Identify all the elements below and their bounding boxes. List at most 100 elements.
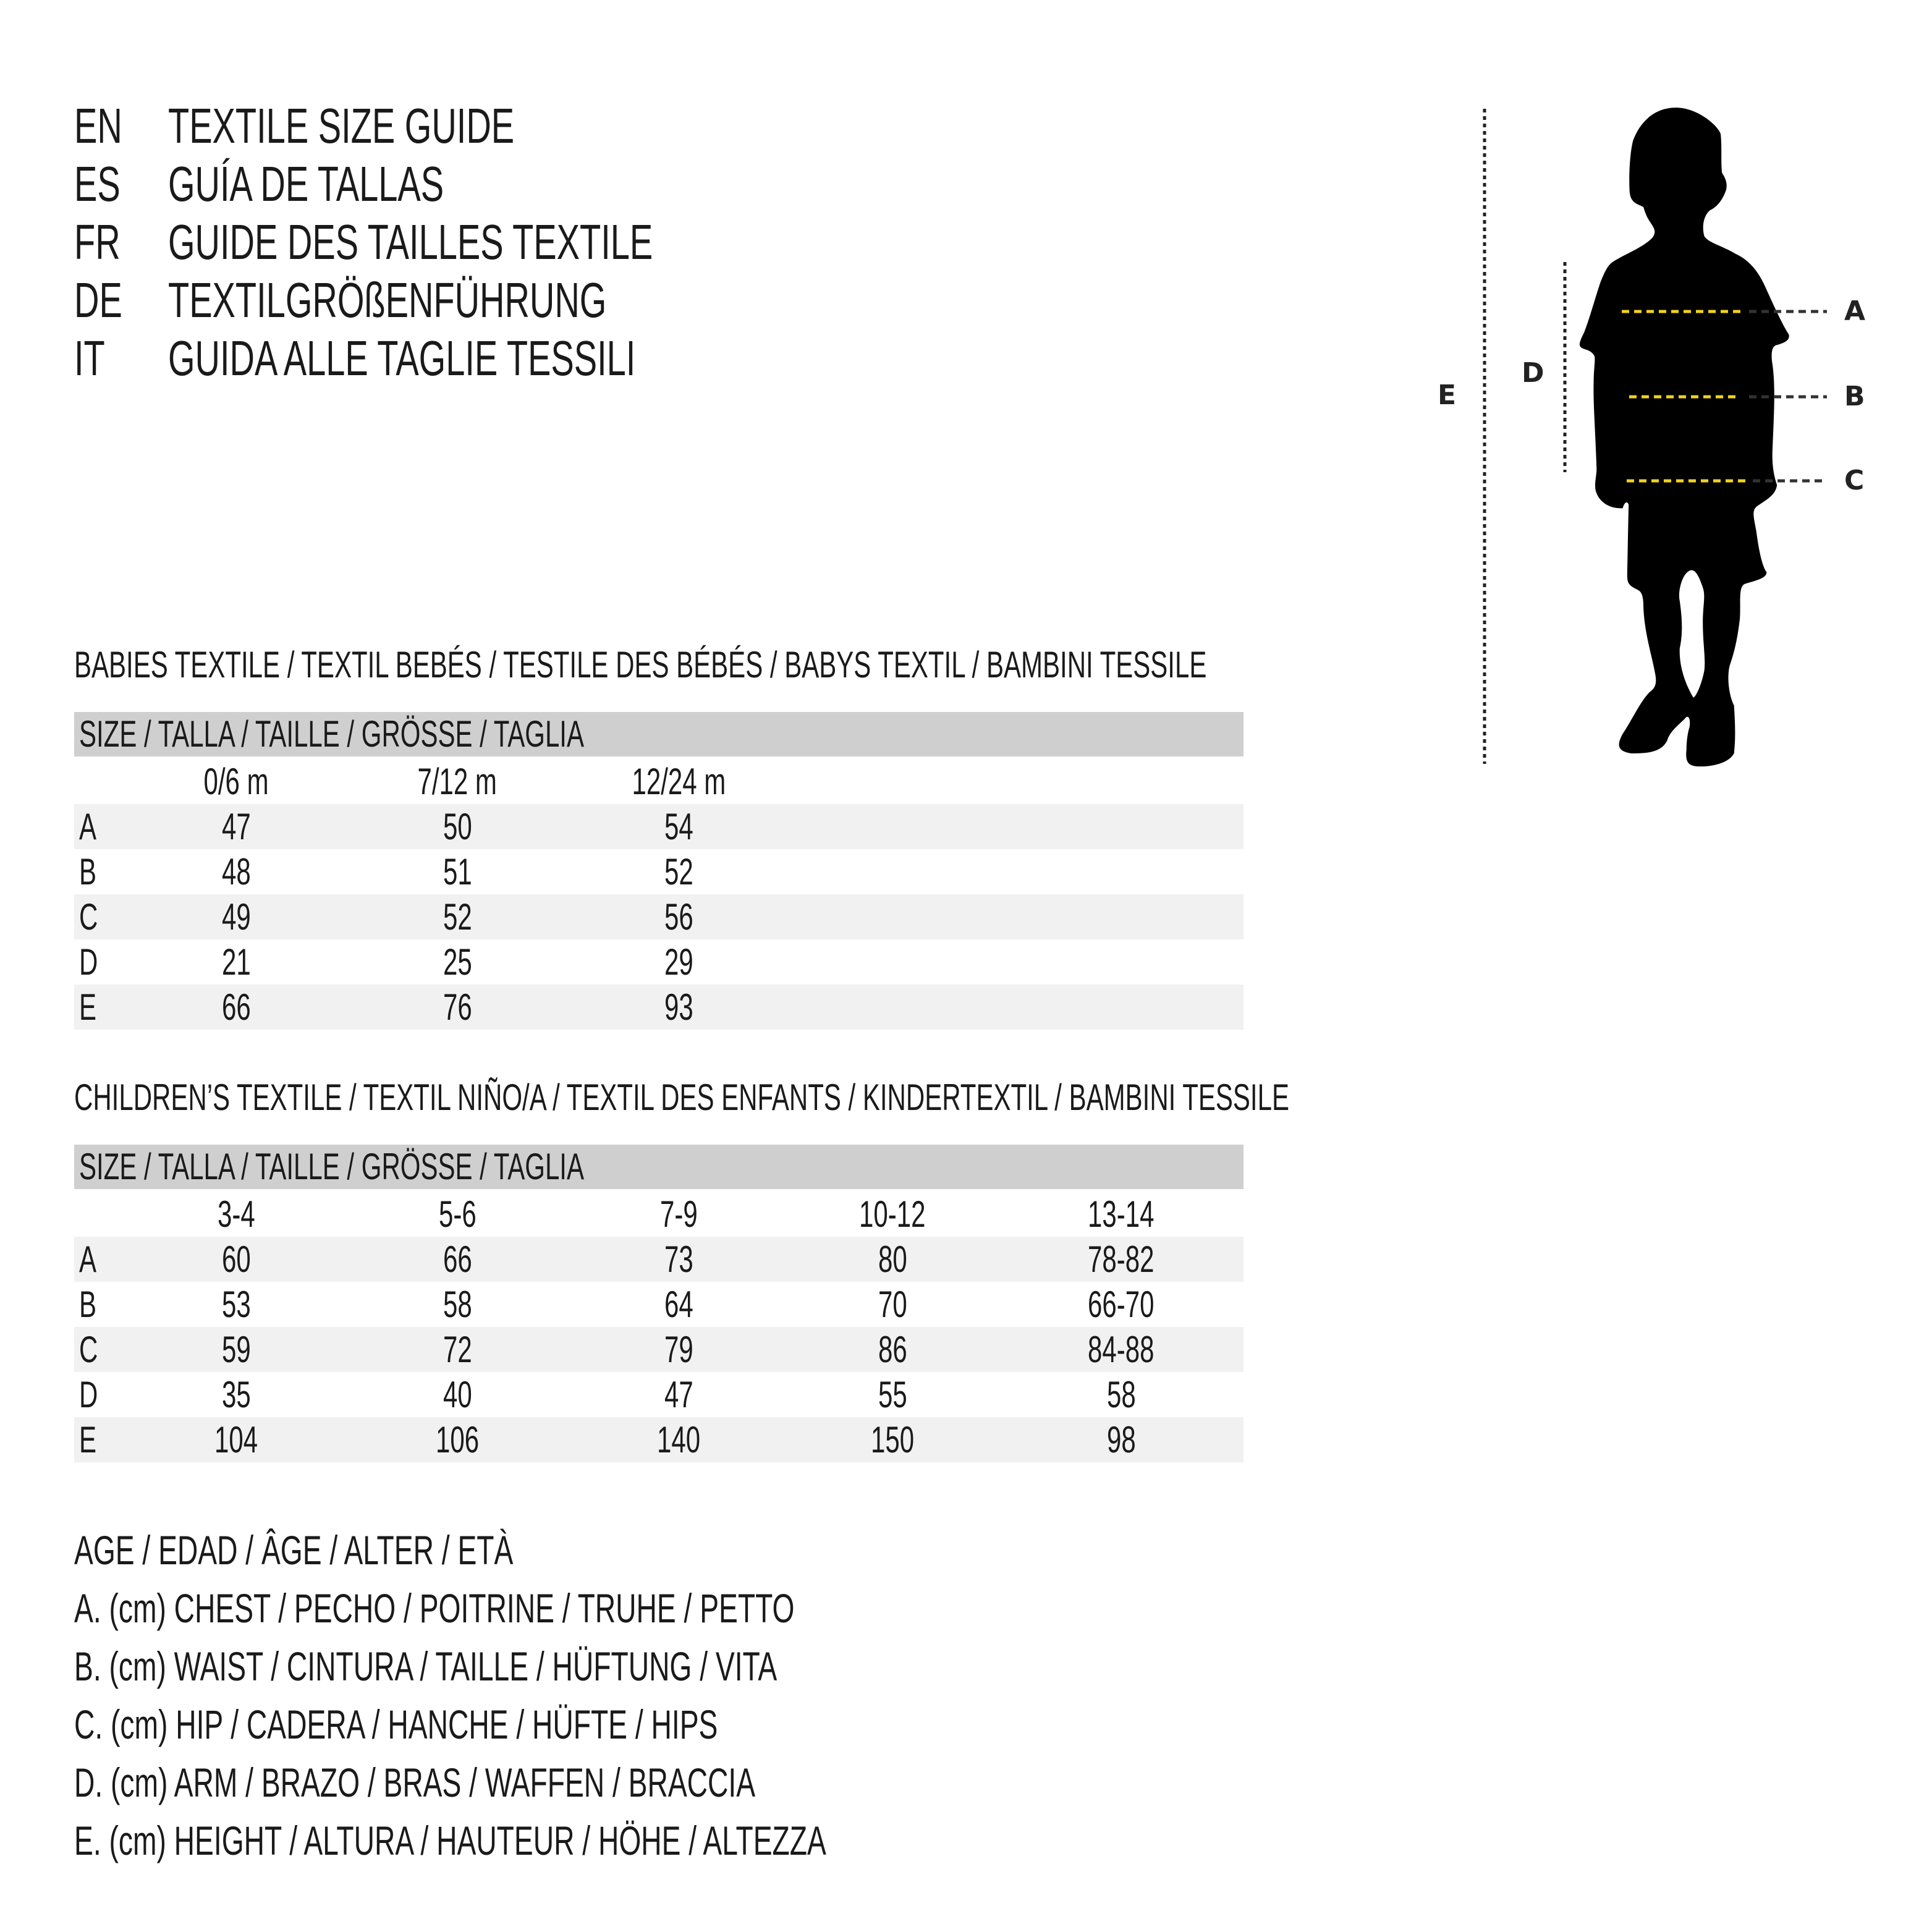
table-cell: 51 <box>365 849 550 894</box>
table-cell-text: 54 <box>664 806 693 847</box>
language-code-text: EN <box>74 98 122 153</box>
table-cell: 98 <box>1028 1417 1214 1462</box>
table-row: C 59 72 79 86 84-88 <box>74 1327 1244 1372</box>
table-cell-text: 78-82 <box>1088 1239 1155 1280</box>
table-cell-text: 66 <box>221 986 251 1028</box>
table-cell: 72 <box>365 1327 550 1372</box>
table-cell-text: 48 <box>221 851 251 892</box>
babies-size-header-bar: SIZE / TALLA / TAILLE / GRÖSSE / TAGLIA <box>74 712 1244 756</box>
table-cell-text: 35 <box>221 1374 251 1415</box>
table-cell-text: 72 <box>443 1329 472 1370</box>
table-cell-text: 47 <box>664 1374 693 1415</box>
table-cell-text: 56 <box>664 896 693 938</box>
table-cell: 55 <box>800 1372 985 1417</box>
table-cell: 49 <box>143 894 329 939</box>
table-cell-text: 25 <box>443 941 472 983</box>
legend-item-text: B. (cm) WAIST / CINTURA / TAILLE / HÜFTU… <box>74 1643 777 1689</box>
table-cell: 59 <box>143 1327 329 1372</box>
row-label-text: B <box>79 851 97 892</box>
table-cell-text: 106 <box>435 1419 480 1460</box>
table-cell-text: 58 <box>1106 1374 1136 1415</box>
table-cell: 58 <box>1028 1372 1214 1417</box>
table-cell-text: 40 <box>443 1374 472 1415</box>
row-label: B <box>79 849 104 894</box>
guide-title: GUIDA ALLE TAGLIE TESSILI <box>168 329 836 388</box>
language-code: IT <box>74 329 118 388</box>
row-label-text: E <box>79 1419 97 1460</box>
row-label: C <box>79 1327 106 1372</box>
table-cell: 140 <box>586 1417 771 1462</box>
children-size-header-bar: SIZE / TALLA / TAILLE / GRÖSSE / TAGLIA <box>74 1145 1244 1189</box>
figure-label-b: B <box>1844 381 1865 412</box>
column-header: 7/12 m <box>365 759 550 804</box>
table-cell-text: 58 <box>443 1284 472 1325</box>
legend-item-text: D. (cm) ARM / BRAZO / BRAS / WAFFEN / BR… <box>74 1760 756 1805</box>
language-code: DE <box>74 271 143 329</box>
table-cell: 58 <box>365 1282 550 1327</box>
legend-item: E. (cm) HEIGHT / ALTURA / HAUTEUR / HÖHE… <box>74 1816 1148 1865</box>
children-size-label: SIZE / TALLA / TAILLE / GRÖSSE / TAGLIA <box>79 1146 584 1187</box>
table-cell-text: 66 <box>443 1239 472 1280</box>
child-silhouette-icon <box>1579 108 1789 767</box>
table-cell-text: 84-88 <box>1088 1329 1155 1370</box>
row-label-text: C <box>79 896 98 938</box>
legend-item-text: A. (cm) CHEST / PECHO / POITRINE / TRUHE… <box>74 1585 795 1631</box>
table-cell: 47 <box>143 804 329 849</box>
legend-item-text: C. (cm) HIP / CADERA / HANCHE / HÜFTE / … <box>74 1701 718 1747</box>
table-cell-text: 49 <box>221 896 251 938</box>
guide-title: TEXTILE SIZE GUIDE <box>168 97 663 155</box>
table-cell: 25 <box>365 939 550 985</box>
table-row: E 104 106 140 150 98 <box>74 1417 1244 1462</box>
guide-title-text: GUIDA ALLE TAGLIE TESSILI <box>168 331 636 386</box>
table-cell: 78-82 <box>1028 1237 1214 1282</box>
table-cell: 79 <box>586 1327 771 1372</box>
table-cell: 60 <box>143 1237 329 1282</box>
figure-label-a: A <box>1844 295 1866 327</box>
table-cell: 54 <box>586 804 771 849</box>
children-section-title: CHILDREN’S TEXTILE / TEXTIL NIÑO/A / TEX… <box>74 1077 1289 1118</box>
table-row: D 21 25 29 <box>74 939 1244 985</box>
babies-column-header-row: 0/6 m 7/12 m 12/24 m <box>74 759 1244 804</box>
table-cell-text: 98 <box>1106 1419 1136 1460</box>
language-code: ES <box>74 155 140 213</box>
column-header-text: 13-14 <box>1088 1193 1155 1235</box>
column-header-text: 10-12 <box>859 1193 926 1235</box>
table-cell: 56 <box>586 894 771 939</box>
table-cell: 21 <box>143 939 329 985</box>
table-cell-text: 52 <box>664 851 693 892</box>
table-cell-text: 59 <box>221 1329 251 1370</box>
row-label: A <box>79 804 104 849</box>
row-label-text: D <box>79 941 98 983</box>
table-row: D 35 40 47 55 58 <box>74 1372 1244 1417</box>
table-cell: 52 <box>586 849 771 894</box>
table-cell-text: 76 <box>443 986 472 1028</box>
table-cell: 93 <box>586 985 771 1030</box>
babies-size-label: SIZE / TALLA / TAILLE / GRÖSSE / TAGLIA <box>79 713 584 755</box>
table-cell: 53 <box>143 1282 329 1327</box>
table-cell-text: 60 <box>221 1239 251 1280</box>
column-header: 13-14 <box>1028 1192 1214 1237</box>
table-cell-text: 79 <box>664 1329 693 1370</box>
guide-title: TEXTILGRÖßENFÜHRUNG <box>168 271 794 329</box>
table-cell-text: 51 <box>443 851 472 892</box>
table-row: C 49 52 56 <box>74 894 1244 939</box>
table-cell: 104 <box>143 1417 329 1462</box>
legend-item: A. (cm) CHEST / PECHO / POITRINE / TRUHE… <box>74 1583 1103 1633</box>
table-cell: 64 <box>586 1282 771 1327</box>
row-label: B <box>79 1282 104 1327</box>
column-header: 0/6 m <box>143 759 329 804</box>
table-cell-text: 80 <box>878 1239 907 1280</box>
column-header-text: 3-4 <box>217 1193 255 1235</box>
table-row: B 48 51 52 <box>74 849 1244 894</box>
column-header-text: 0/6 m <box>203 761 269 802</box>
language-code: EN <box>74 97 143 155</box>
column-header: 12/24 m <box>586 759 771 804</box>
row-label: D <box>79 1372 106 1417</box>
table-cell-text: 140 <box>656 1419 701 1460</box>
row-label: E <box>79 1417 104 1462</box>
row-label-text: A <box>79 806 97 847</box>
column-header: 3-4 <box>143 1192 329 1237</box>
row-label: C <box>79 894 106 939</box>
row-label: D <box>79 939 106 985</box>
babies-section-title: BABIES TEXTILE / TEXTIL BEBÉS / TESTILE … <box>74 644 1207 685</box>
